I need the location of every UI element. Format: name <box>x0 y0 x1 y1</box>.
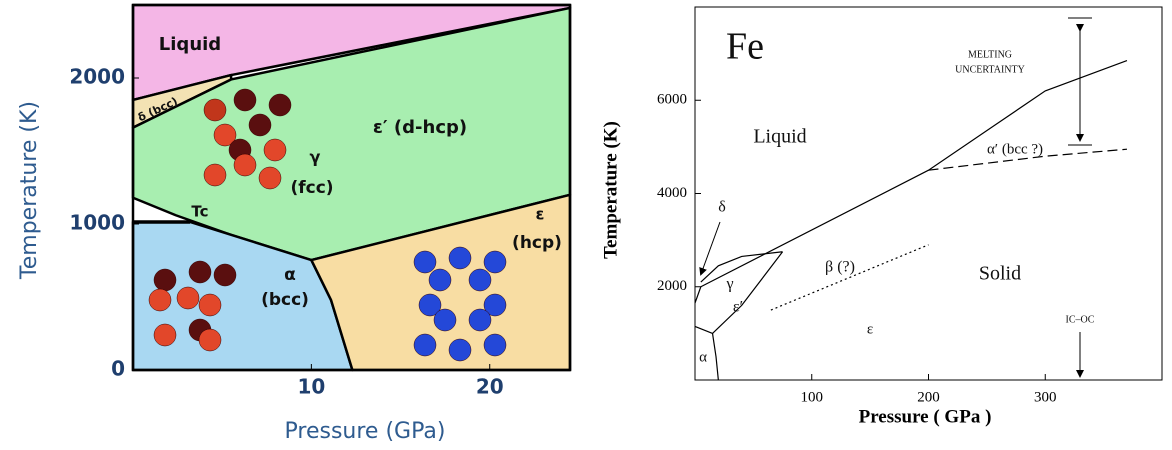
phase-label: γ <box>725 276 733 293</box>
x-axis-title: Pressure ( GPa ) <box>859 406 992 427</box>
y-tick-label: 4000 <box>657 185 687 201</box>
y-axis-title: Temperature (K) <box>17 101 42 280</box>
crystal-atom <box>198 328 222 352</box>
crystal-atom <box>448 338 472 362</box>
phase-label: MELTING <box>968 49 1012 60</box>
phase-label: Tc <box>191 203 208 221</box>
crystal-atom <box>268 93 292 117</box>
y-tick-label: 0 <box>111 357 125 381</box>
crystal-atom <box>148 288 172 312</box>
phase-label: α′ (bcc ?) <box>987 141 1043 157</box>
phase-label: (hcp) <box>512 233 562 253</box>
phase-boundary <box>700 251 783 283</box>
phase-boundary <box>711 333 719 381</box>
y-axis-title: Temperature (K) <box>600 121 621 259</box>
phase-label: Fe <box>726 26 764 68</box>
plot-frame <box>131 3 572 372</box>
x-tick-label: 200 <box>917 389 940 405</box>
y-tick-label: 2000 <box>69 65 125 89</box>
phase-label: α <box>699 349 707 365</box>
y-tick-label: 2000 <box>657 278 687 294</box>
crystal-atom <box>213 123 237 147</box>
crystal-atom <box>468 308 492 332</box>
crystal-atom <box>428 268 452 292</box>
x-tick-label: 100 <box>801 389 824 405</box>
chart: 0 1000 2000 10 20 Temperature (K) Pressure (GP… <box>17 3 572 444</box>
phase-label: ε <box>536 205 545 224</box>
phase-boundary <box>694 251 784 335</box>
phase-boundary <box>694 286 702 304</box>
phase-label: Liquid <box>159 34 221 55</box>
crystal-atom <box>203 163 227 187</box>
y-tick-label: 6000 <box>657 92 687 108</box>
crystal-atom <box>263 138 287 162</box>
x-tick-label: 10 <box>297 375 325 399</box>
chart: 2000 4000 6000 100 200 300 Temperature (K) Pres… <box>600 6 1163 427</box>
phase-label: (bcc) <box>261 290 309 310</box>
phase-label: β (?) <box>825 259 855 276</box>
crystal-atom <box>176 286 200 310</box>
phase-label: ε <box>867 321 873 337</box>
crystal-atom <box>413 333 437 357</box>
crystal-atom <box>248 113 272 137</box>
phase-boundary <box>770 244 929 311</box>
y-tick-label: 1000 <box>69 211 125 235</box>
phase-label: UNCERTAINTY <box>955 64 1025 75</box>
crystal-atom <box>153 268 177 292</box>
crystal-atom <box>448 246 472 270</box>
phase-label: IC–OC <box>1066 314 1095 325</box>
crystal-atom <box>483 250 507 274</box>
crystal-atom <box>258 166 282 190</box>
crystal-atom <box>418 293 442 317</box>
crystal-atom <box>433 308 457 332</box>
phase-label: ε′ (d-hcp) <box>373 117 467 138</box>
phase-label: ε′ <box>733 299 743 316</box>
x-axis-title: Pressure (GPa) <box>285 419 446 444</box>
phase-label: Solid <box>979 263 1021 285</box>
arrow <box>699 221 721 276</box>
crystal-atom <box>233 88 257 112</box>
crystal-atom <box>233 153 257 177</box>
phase-label: Liquid <box>753 126 806 148</box>
crystal-atom <box>483 293 507 317</box>
crystal-atom <box>203 98 227 122</box>
phase-label: γ <box>310 148 321 167</box>
phase-label: (fcc) <box>290 178 333 198</box>
phase-boundary <box>700 60 1128 288</box>
phase-label: α <box>284 265 296 285</box>
crystal-atom <box>188 260 212 284</box>
phase-boundary <box>928 148 1128 171</box>
crystal-atom <box>468 268 492 292</box>
crystal-atom <box>483 333 507 357</box>
crystal-atom <box>153 323 177 347</box>
crystal-atom <box>213 263 237 287</box>
x-tick-label: 20 <box>476 375 504 399</box>
crystal-atom <box>413 250 437 274</box>
phase-label: δ <box>718 199 726 216</box>
x-tick-label: 300 <box>1034 389 1057 405</box>
crystal-atom <box>198 293 222 317</box>
